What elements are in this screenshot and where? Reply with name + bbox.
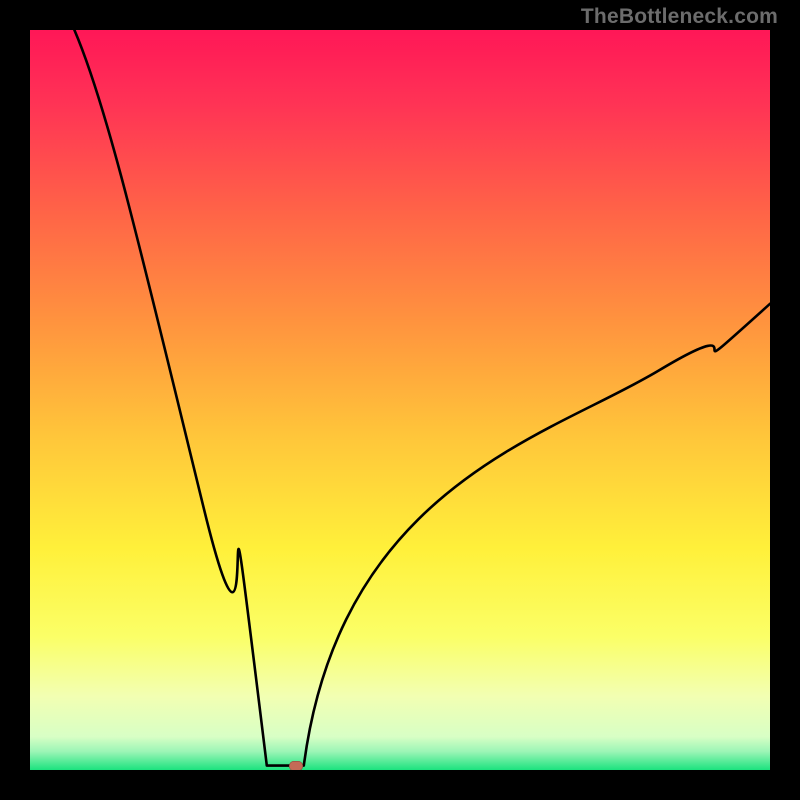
curve-path xyxy=(74,30,770,766)
plot-area xyxy=(30,30,770,770)
watermark-text: TheBottleneck.com xyxy=(581,5,778,29)
optimal-point-marker xyxy=(289,761,303,770)
bottleneck-curve xyxy=(30,30,770,770)
